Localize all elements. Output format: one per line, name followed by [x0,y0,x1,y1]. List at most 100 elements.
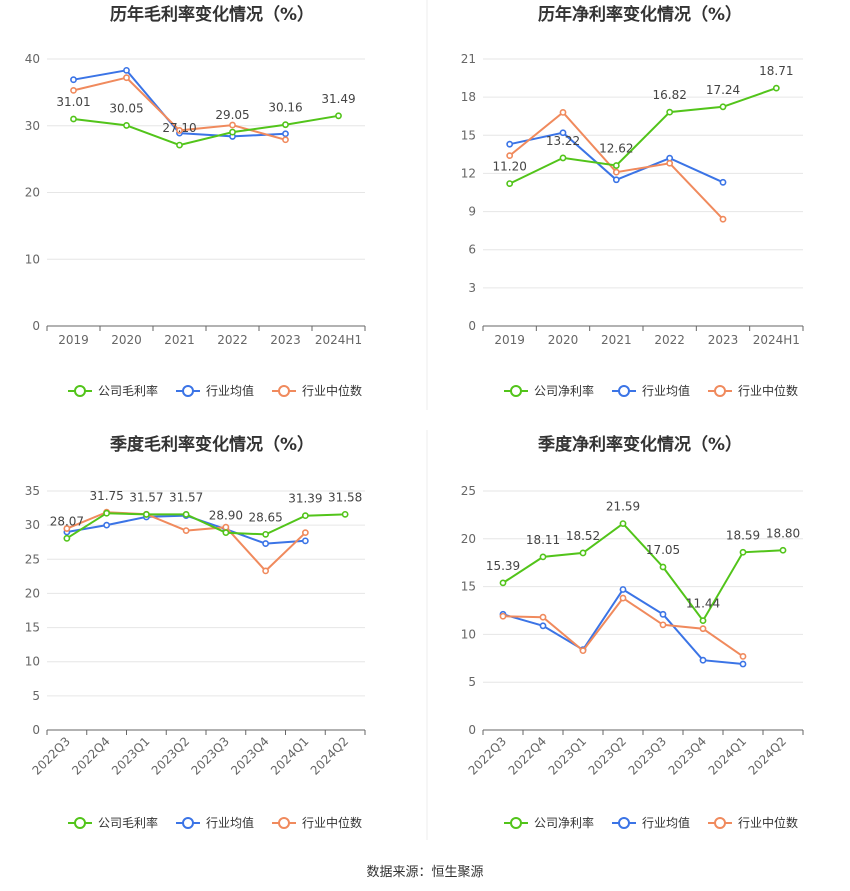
legend-item-median[interactable]: 行业中位数 [272,815,362,830]
data-label: 21.59 [606,500,640,514]
legend-marker [182,385,194,397]
y-tick-label: 15 [461,580,476,594]
legend-item-avg[interactable]: 行业均值 [176,383,254,398]
x-tick-label: 2022Q4 [69,734,113,778]
data-label: 31.57 [129,490,163,504]
data-point [301,537,309,545]
data-label: 18.80 [766,526,800,540]
data-label: 31.58 [328,490,362,504]
legend-item-avg[interactable]: 行业均值 [612,815,690,830]
data-point [70,115,77,123]
legend-item-avg[interactable]: 行业均值 [176,815,254,830]
data-point [659,621,667,629]
y-tick-label: 12 [461,166,476,180]
data-point [123,122,130,129]
data-point [619,594,627,602]
data-point [182,527,190,535]
data-point [103,509,111,517]
y-tick-label: 10 [25,252,40,266]
x-tick-label: 2023Q1 [109,734,153,778]
x-tick-label: 2024Q1 [268,734,312,778]
data-label: 18.59 [726,528,760,542]
x-tick-label: 2022Q3 [29,734,73,778]
chart-quarterly-gross: 季度毛利率变化情况（%）051015202530352022Q32022Q420… [25,434,366,830]
data-point [335,112,342,120]
legend-item-median[interactable]: 行业中位数 [272,383,362,398]
legend-label: 公司净利率 [534,383,594,398]
data-point [176,141,183,149]
x-tick-label: 2022 [217,333,248,347]
series-company [70,112,342,149]
y-tick-label: 0 [32,319,40,333]
legend-marker [714,385,726,397]
legend-marker [278,385,290,397]
x-tick-label: 2022Q3 [466,734,510,778]
legend-item-company[interactable]: 公司净利率 [504,383,594,398]
y-tick-label: 30 [25,119,40,133]
legend-label: 公司净利率 [534,815,594,830]
series-company [506,84,780,187]
data-label: 28.90 [209,509,243,523]
legend-label: 行业均值 [642,383,690,398]
data-point [659,610,667,618]
legend-item-avg[interactable]: 行业均值 [612,383,690,398]
data-point [499,579,507,587]
data-point [222,529,230,537]
y-tick-label: 15 [25,621,40,635]
series-line [66,512,346,540]
data-point [719,215,727,223]
data-label: 16.82 [652,88,686,102]
data-label: 31.39 [288,492,322,506]
legend-label: 行业中位数 [738,815,798,830]
y-tick-label: 20 [25,586,40,600]
data-label: 15.39 [486,559,520,573]
legend-marker [618,385,630,397]
data-label: 29.05 [215,108,249,122]
y-tick-label: 5 [32,689,40,703]
legend-item-median[interactable]: 行业中位数 [708,815,798,830]
data-point [539,622,547,630]
data-point [123,66,130,74]
data-point [282,130,289,138]
x-tick-label: 2023Q1 [546,734,590,778]
y-tick-label: 0 [468,319,476,333]
data-point [499,612,507,620]
data-point [619,586,627,593]
data-point [262,540,270,547]
x-tick-label: 2024H1 [753,333,800,347]
legend-item-median[interactable]: 行业中位数 [708,383,798,398]
data-label: 18.52 [566,529,600,543]
data-point [103,521,111,529]
data-label: 12.62 [599,142,633,156]
data-label: 18.71 [759,64,793,78]
data-label: 31.75 [89,489,123,503]
data-point [70,86,77,94]
legend-item-company[interactable]: 公司毛利率 [68,815,158,830]
data-point [699,656,707,664]
chart-title: 季度毛利率变化情况（%） [110,434,314,455]
data-label: 18.11 [526,533,560,547]
data-label: 28.07 [50,514,84,528]
data-point [282,121,289,129]
x-tick-label: 2023Q4 [666,734,710,778]
legend-item-company[interactable]: 公司净利率 [504,815,594,830]
y-tick-label: 20 [461,532,476,546]
data-point [699,617,707,625]
chart-title: 历年净利率变化情况（%） [538,4,742,25]
data-point [699,625,707,633]
data-point [539,553,547,561]
data-point [739,548,747,556]
data-label: 11.44 [686,597,720,611]
series-median [506,109,727,223]
series-line [502,522,784,623]
data-label: 11.20 [492,160,526,174]
legend-marker [74,817,86,829]
y-tick-label: 9 [468,205,476,219]
legend-item-company[interactable]: 公司毛利率 [68,383,158,398]
y-tick-label: 35 [25,484,40,498]
data-point [579,647,587,655]
data-point [612,162,620,169]
data-point [559,129,567,137]
data-label: 27.10 [162,121,196,135]
data-point [142,511,150,518]
